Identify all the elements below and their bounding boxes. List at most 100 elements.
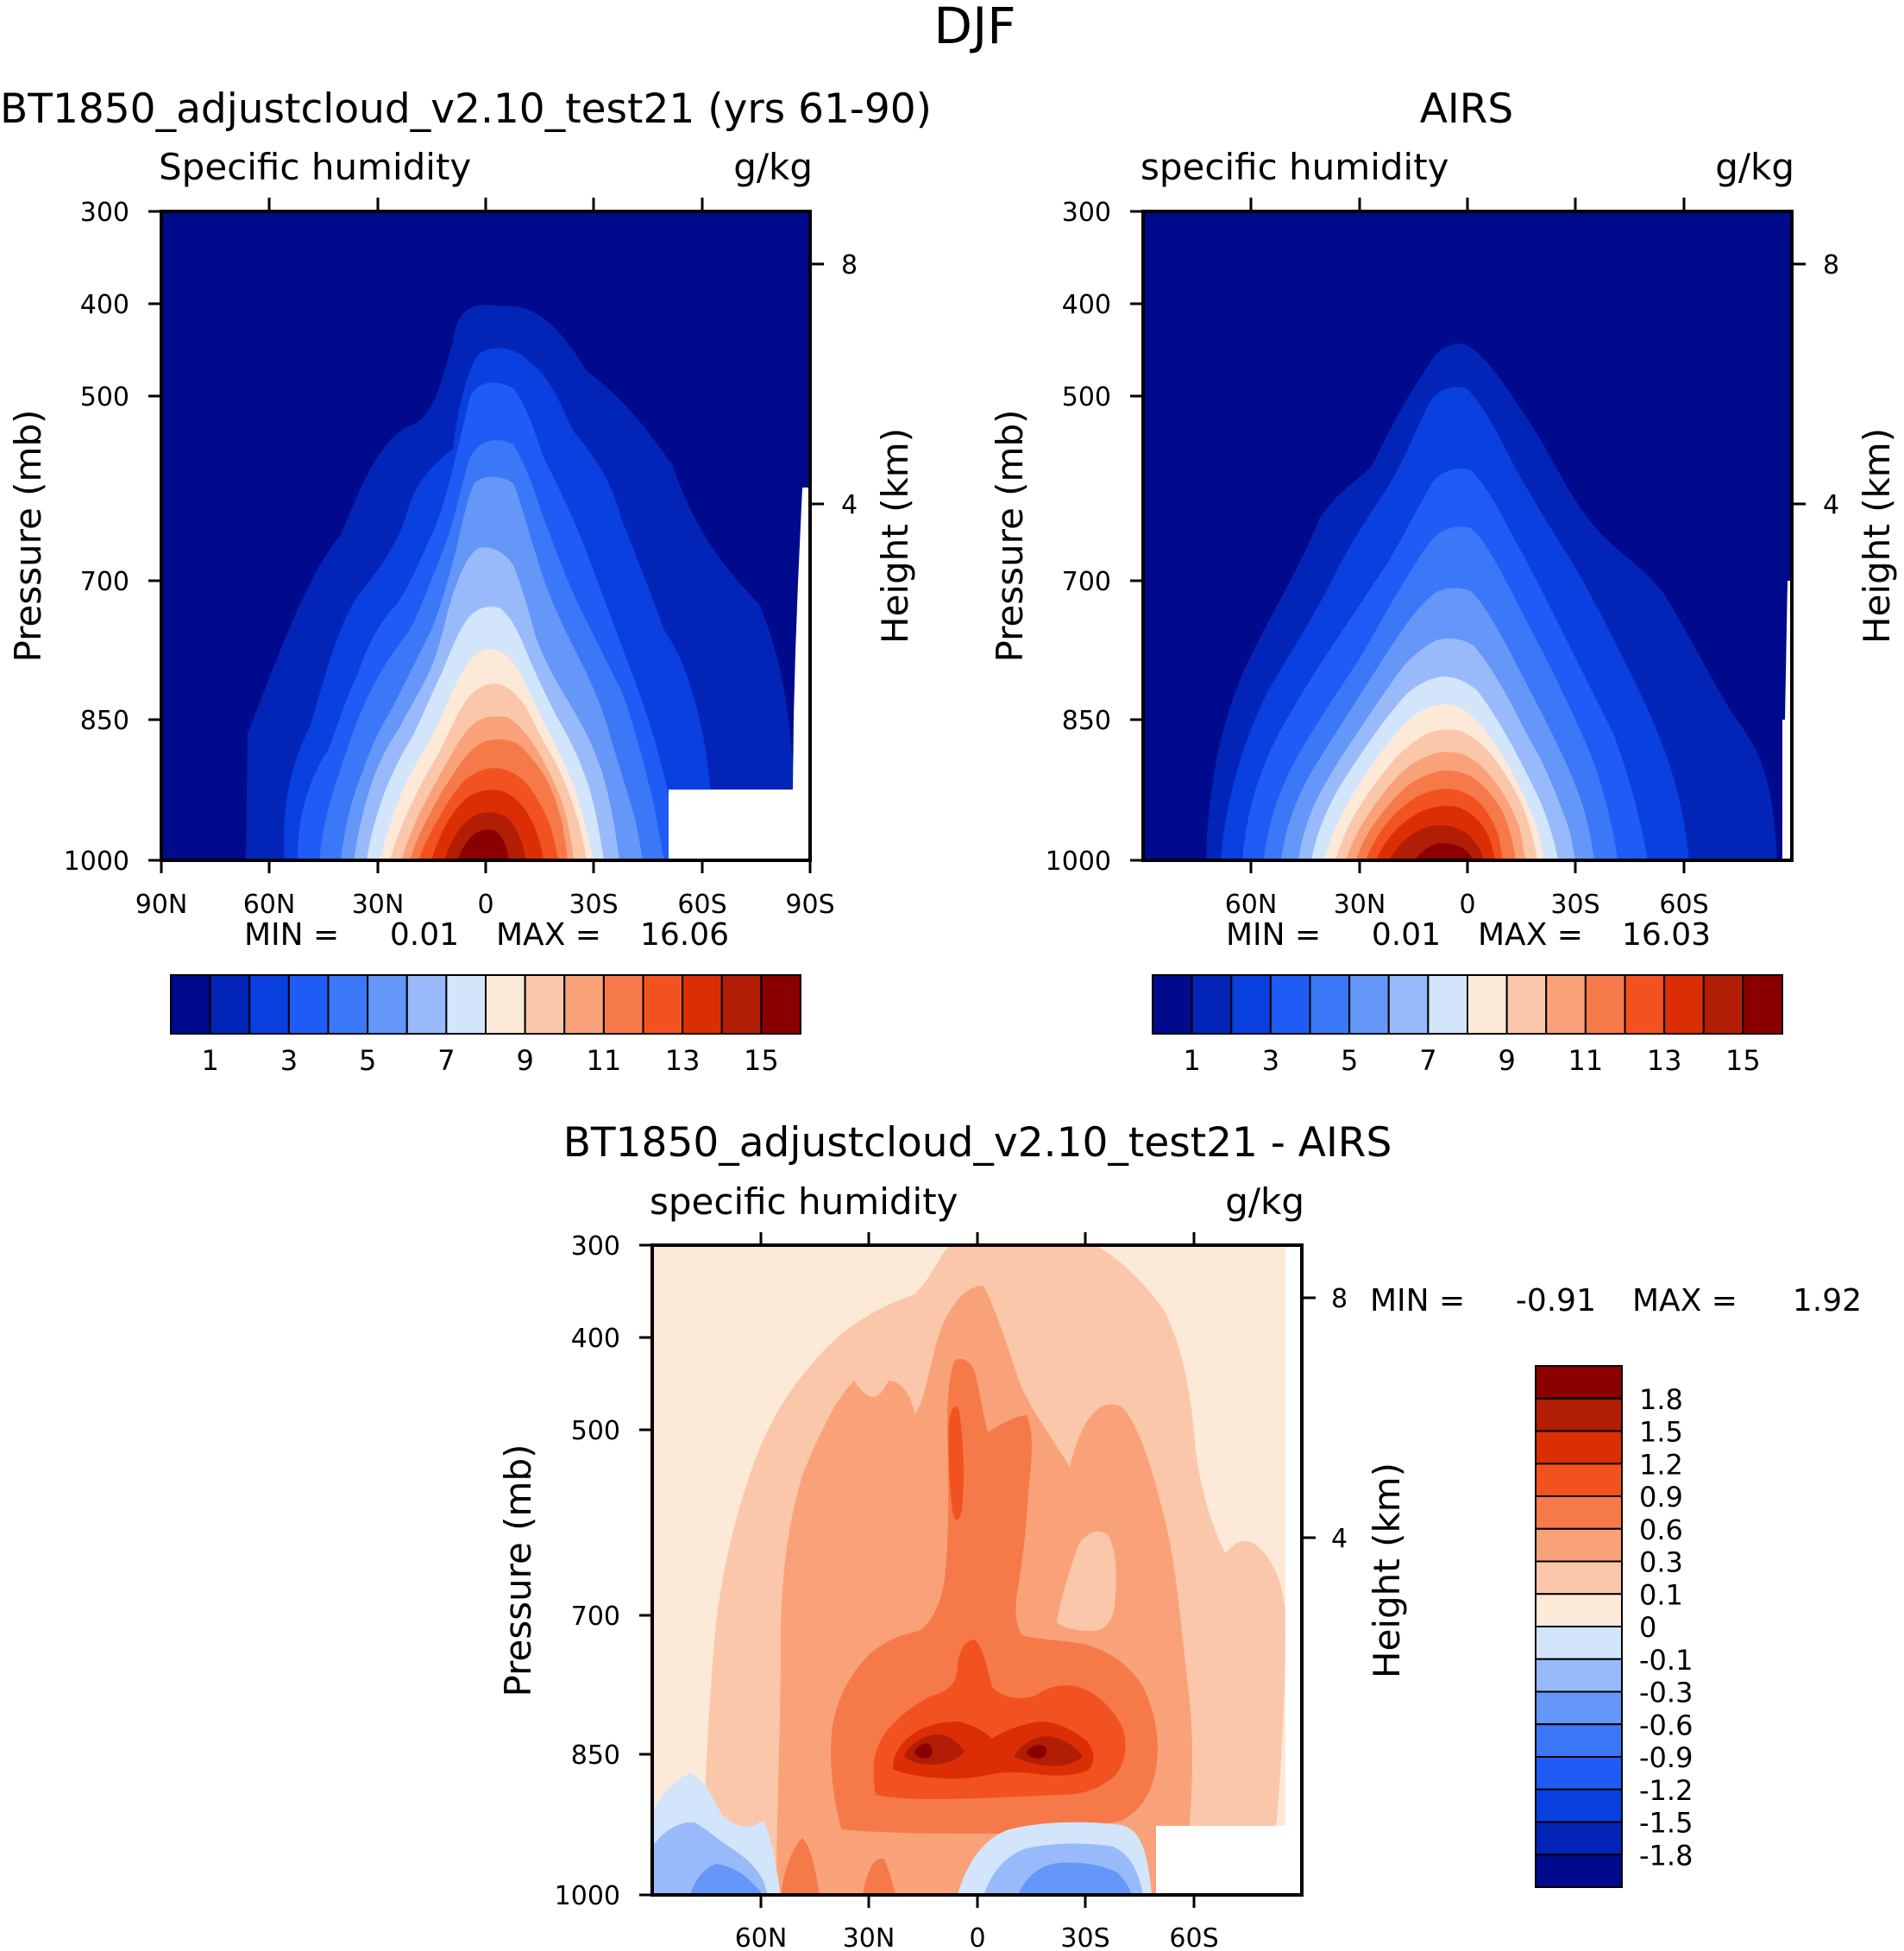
- contour-fill-level-6: [1014, 1736, 1083, 1766]
- panel-obs-left-label: specific humidity: [1141, 146, 1449, 188]
- x-tick-label: 0: [969, 1923, 985, 1951]
- colorbar-label: 0.1: [1639, 1578, 1683, 1611]
- x-tick-label: 30S: [569, 890, 618, 920]
- y-tick-label: 1000: [64, 846, 129, 877]
- colorbar-swatch: [1545, 974, 1587, 1035]
- colorbar-label: 15: [1725, 1044, 1761, 1077]
- colorbar-swatch: [1387, 974, 1430, 1035]
- panel-obs: AIRS specific humidity g/kg: [989, 85, 1898, 1077]
- colorbar-swatch: [405, 974, 448, 1035]
- x-tick-label: 30N: [843, 1923, 895, 1951]
- y-tick-label: 500: [80, 382, 129, 412]
- y-tick-label: 300: [1062, 198, 1111, 228]
- colorbar-swatch: [682, 974, 723, 1035]
- colorbar-swatch: [1584, 974, 1626, 1035]
- panel-obs-colorbar: 1 3 5 7 9 11 13 15: [1152, 974, 1783, 1077]
- min-value: 0.01: [1372, 917, 1441, 953]
- colorbar-label: -1.5: [1639, 1807, 1693, 1840]
- colorbar-label: 1.8: [1639, 1383, 1683, 1416]
- y-tick-label: 1000: [555, 1881, 620, 1911]
- x-tick-label: 60S: [1169, 1923, 1218, 1951]
- colorbar-label: 1.2: [1639, 1448, 1683, 1481]
- colorbar-swatch: [1269, 974, 1311, 1035]
- y2-tick-label: 8: [1331, 1284, 1348, 1314]
- y2-axis-label: Height (km): [874, 428, 916, 644]
- min-value: -0.91: [1516, 1283, 1596, 1318]
- max-value: 1.92: [1793, 1283, 1862, 1318]
- x-tick-label: 90N: [135, 890, 188, 920]
- colorbar-swatch: [1230, 974, 1272, 1035]
- max-value: 16.06: [640, 917, 729, 953]
- colorbar-swatch: [1663, 974, 1705, 1035]
- max-label: MAX =: [496, 917, 601, 953]
- colorbar-label: 0.6: [1639, 1514, 1683, 1546]
- y-tick-label: 400: [80, 290, 129, 320]
- y2-axis-label: Height (km): [1366, 1463, 1408, 1678]
- panel-model-colorbar: 1 3 5 7 9 11 13 15: [170, 974, 801, 1077]
- colorbar-label: 11: [587, 1044, 622, 1077]
- colorbar-label: 5: [1341, 1044, 1358, 1077]
- y-tick-label: 300: [571, 1231, 620, 1262]
- y-tick-label: 1000: [1046, 846, 1111, 877]
- colorbar-label: 13: [1647, 1044, 1682, 1077]
- colorbar-swatch: [1535, 1788, 1623, 1823]
- y-tick-label: 500: [571, 1416, 620, 1446]
- colorbar-swatch: [1505, 974, 1548, 1035]
- contour-fill-level-1: [1057, 1531, 1116, 1631]
- colorbar-swatch: [1467, 974, 1508, 1035]
- colorbar-swatch: [209, 974, 251, 1035]
- colorbar-swatch: [1535, 1756, 1623, 1791]
- x-tick-label: 0: [477, 890, 493, 920]
- colorbar-swatch: [1191, 974, 1233, 1035]
- colorbar-swatch: [1309, 974, 1351, 1035]
- x-tick-label: 60S: [677, 890, 726, 920]
- colorbar-label: 13: [665, 1044, 701, 1077]
- x-tick-label: 60N: [735, 1923, 788, 1951]
- y-tick-label: 700: [1062, 567, 1111, 597]
- colorbar-swatch: [760, 974, 801, 1035]
- colorbar-swatch: [287, 974, 330, 1035]
- missing-data-region: [1285, 1245, 1302, 1826]
- panel-diff-contours: [652, 1245, 1302, 1895]
- colorbar-label: 1: [201, 1044, 218, 1077]
- colorbar-label: 1.5: [1639, 1416, 1683, 1449]
- y2-tick-label: 8: [841, 250, 858, 280]
- missing-data-region: [669, 488, 810, 860]
- panel-diff-left-label: specific humidity: [650, 1180, 958, 1223]
- x-tick-label: 30S: [1550, 890, 1599, 920]
- contour-fill-level-7: [1027, 1745, 1047, 1759]
- y-tick-label: 850: [80, 706, 129, 736]
- y-tick-label: 850: [571, 1740, 620, 1771]
- panel-diff-colorbar: 1.81.51.20.90.60.30.10-0.1-0.3-0.6-0.9-1…: [1535, 1365, 1693, 1888]
- y2-axis-label: Height (km): [1856, 428, 1898, 644]
- colorbar-swatch: [720, 974, 763, 1035]
- y-tick-label: 700: [571, 1602, 620, 1632]
- contour-fill-level-15: [457, 829, 509, 860]
- contour-fill-level-4: [948, 1407, 964, 1520]
- colorbar-label: 7: [1419, 1044, 1436, 1077]
- y-tick-label: 700: [80, 567, 129, 597]
- max-label: MAX =: [1632, 1283, 1737, 1318]
- x-tick-label: 90S: [785, 890, 834, 920]
- colorbar-swatch: [1152, 974, 1193, 1035]
- colorbar-swatch: [1535, 1527, 1623, 1563]
- colorbar-swatch: [1535, 1495, 1623, 1530]
- colorbar-swatch: [602, 974, 644, 1035]
- colorbar-label: 3: [280, 1044, 298, 1077]
- contour-fill-level-7: [914, 1743, 933, 1759]
- panel-diff: BT1850_adjustcloud_v2.10_test21 - AIRS s…: [497, 1119, 1862, 1951]
- contour-fill-level-15: [1415, 843, 1473, 860]
- panel-model-contours: [161, 211, 810, 860]
- colorbar-label: 7: [437, 1044, 455, 1077]
- panel-diff-units: g/kg: [1225, 1180, 1304, 1223]
- y2-tick-label: 4: [1331, 1524, 1348, 1554]
- panel-model-left-label: Specific humidity: [159, 146, 471, 188]
- colorbar-label: -0.6: [1639, 1709, 1693, 1741]
- colorbar-label: 0: [1639, 1611, 1656, 1644]
- colorbar-swatch: [642, 974, 684, 1035]
- missing-data-region: [1156, 1826, 1302, 1895]
- y-tick-label: 850: [1062, 706, 1111, 736]
- colorbar-swatch: [524, 974, 566, 1035]
- x-tick-label: 30N: [352, 890, 405, 920]
